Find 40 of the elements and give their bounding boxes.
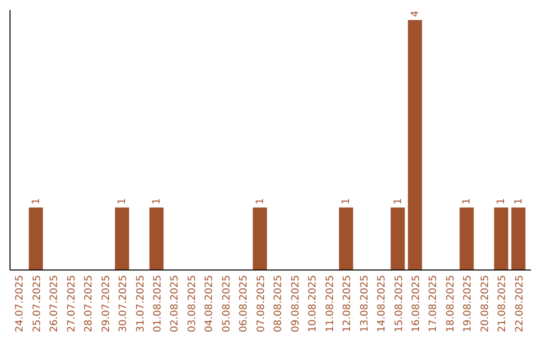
x-tick-label: 19.08.2025 (462, 275, 474, 332)
x-tick-label: 28.07.2025 (84, 275, 95, 332)
x-tick-label: 14.08.2025 (376, 275, 388, 332)
x-tick-label: 30.07.2025 (118, 275, 130, 332)
data-label: 1 (30, 198, 42, 204)
data-label: 1 (117, 198, 128, 204)
x-tick-label: 08.08.2025 (273, 275, 284, 332)
x-tick-label: 26.07.2025 (49, 275, 60, 332)
x-tick-label: 15.08.2025 (394, 275, 405, 332)
x-tick-label: 04.08.2025 (204, 275, 216, 332)
data-label: 1 (341, 198, 352, 204)
x-tick-label: 24.07.2025 (14, 275, 26, 332)
x-tick-label: 27.07.2025 (66, 275, 78, 332)
data-label: 4 (410, 10, 421, 17)
x-tick-label: 16.08.2025 (410, 275, 422, 332)
x-tick-label: 18.08.2025 (445, 275, 456, 332)
x-tick-label: 22.08.2025 (514, 275, 526, 332)
x-tick-label: 12.08.2025 (342, 275, 354, 332)
x-tick-label: 11.08.2025 (324, 275, 336, 332)
x-tick-label: 09.08.2025 (290, 275, 302, 332)
x-tick-label: 20.08.2025 (480, 275, 491, 332)
x-tick-label: 01.08.2025 (152, 275, 164, 332)
data-label: 1 (392, 198, 404, 204)
x-tick-label: 13.08.2025 (359, 275, 370, 332)
data-label: 1 (151, 198, 162, 204)
x-tick-label: 25.07.2025 (32, 275, 43, 332)
x-tick-label: 10.08.2025 (308, 275, 319, 332)
x-tick-label: 31.07.2025 (135, 275, 146, 332)
data-label: 1 (496, 198, 508, 204)
x-tick-label: 21.08.2025 (497, 275, 508, 332)
x-tick-label: 29.07.2025 (100, 275, 112, 332)
x-tick-label: 06.08.2025 (238, 275, 250, 332)
x-tick-label: 02.08.2025 (170, 275, 181, 332)
x-tick-label: 03.08.2025 (186, 275, 198, 332)
x-tick-label: 07.08.2025 (256, 275, 267, 332)
data-label: 1 (513, 198, 524, 204)
x-tick-label: 17.08.2025 (428, 275, 440, 332)
x-tick-label: 05.08.2025 (221, 275, 232, 332)
data-label: 1 (254, 198, 266, 204)
data-label: 1 (462, 198, 473, 204)
